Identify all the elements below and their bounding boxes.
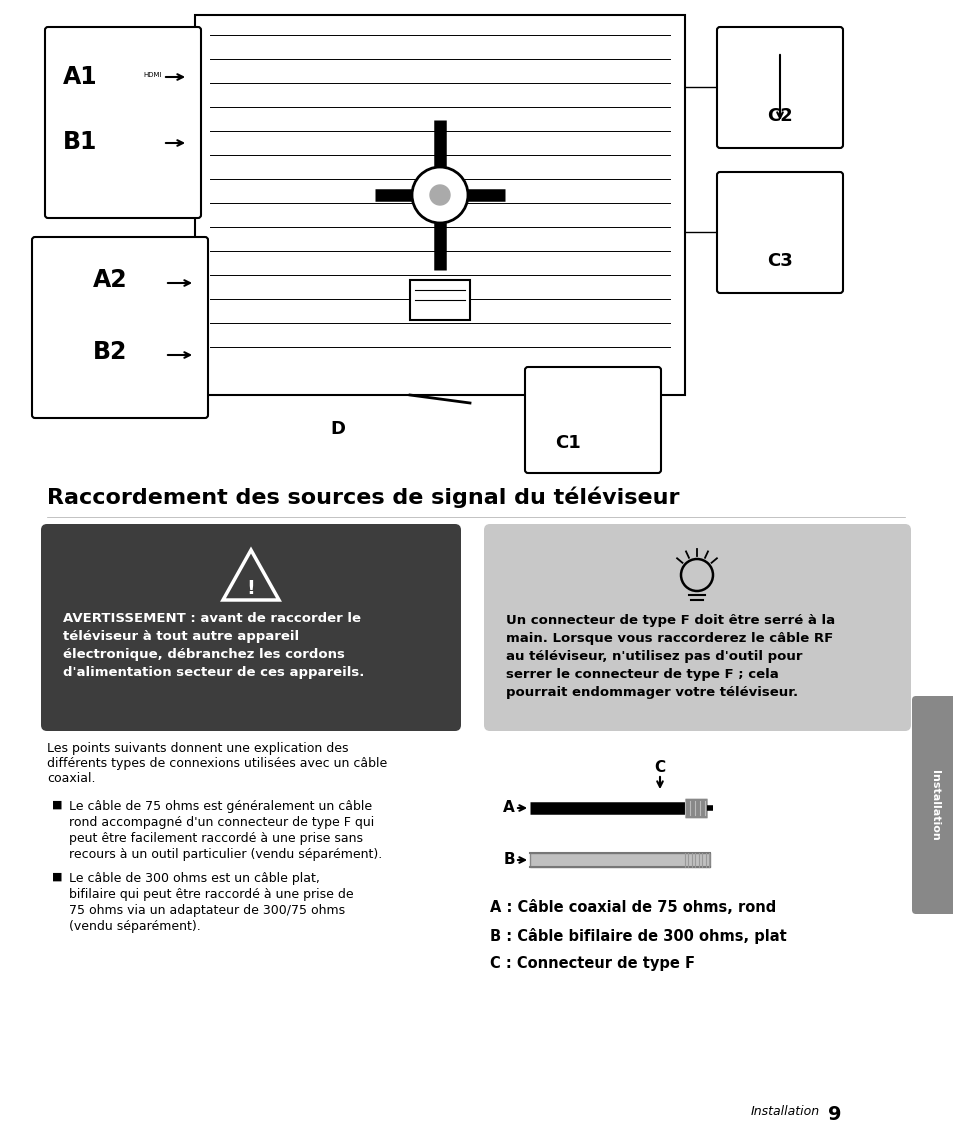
Text: (vendu séparément).: (vendu séparément).	[69, 920, 200, 933]
Text: B : Câble bifilaire de 300 ohms, plat: B : Câble bifilaire de 300 ohms, plat	[490, 928, 786, 944]
Text: au téléviseur, n'utilisez pas d'outil pour: au téléviseur, n'utilisez pas d'outil po…	[505, 650, 801, 663]
Text: C2: C2	[766, 107, 792, 125]
Text: A : Câble coaxial de 75 ohms, rond: A : Câble coaxial de 75 ohms, rond	[490, 900, 776, 915]
Text: B1: B1	[63, 130, 97, 154]
Text: rond accompagné d'un connecteur de type F qui: rond accompagné d'un connecteur de type …	[69, 816, 374, 829]
Text: C1: C1	[555, 433, 580, 451]
Text: peut être facilement raccordé à une prise sans: peut être facilement raccordé à une pris…	[69, 832, 363, 844]
Text: Raccordement des sources de signal du téléviseur: Raccordement des sources de signal du té…	[47, 487, 679, 509]
Text: différents types de connexions utilisées avec un câble: différents types de connexions utilisées…	[47, 757, 387, 770]
Text: Installation: Installation	[929, 769, 939, 840]
Text: Le câble de 75 ohms est généralement un câble: Le câble de 75 ohms est généralement un …	[69, 800, 372, 813]
FancyBboxPatch shape	[483, 524, 910, 731]
FancyBboxPatch shape	[194, 15, 684, 395]
Text: serrer le connecteur de type F ; cela: serrer le connecteur de type F ; cela	[505, 668, 778, 681]
Text: ■: ■	[52, 800, 63, 810]
FancyBboxPatch shape	[41, 524, 460, 731]
Text: C : Connecteur de type F: C : Connecteur de type F	[490, 956, 695, 971]
Text: C: C	[654, 760, 665, 775]
Circle shape	[430, 185, 450, 206]
FancyBboxPatch shape	[410, 280, 470, 320]
Text: A1: A1	[63, 65, 97, 89]
Text: ■: ■	[52, 871, 63, 882]
Text: téléviseur à tout autre appareil: téléviseur à tout autre appareil	[63, 630, 299, 643]
FancyBboxPatch shape	[717, 172, 842, 293]
Text: B: B	[503, 852, 515, 867]
Text: AVERTISSEMENT : avant de raccorder le: AVERTISSEMENT : avant de raccorder le	[63, 612, 360, 626]
Text: main. Lorsque vous raccorderez le câble RF: main. Lorsque vous raccorderez le câble …	[505, 632, 832, 645]
Text: D: D	[330, 420, 345, 438]
Text: !: !	[246, 578, 255, 597]
Text: pourrait endommager votre téléviseur.: pourrait endommager votre téléviseur.	[505, 686, 798, 699]
Text: 9: 9	[827, 1105, 841, 1123]
Text: recours à un outil particulier (vendu séparément).: recours à un outil particulier (vendu sé…	[69, 848, 382, 861]
Text: bifilaire qui peut être raccordé à une prise de: bifilaire qui peut être raccordé à une p…	[69, 888, 354, 901]
Text: électronique, débranchez les cordons: électronique, débranchez les cordons	[63, 648, 345, 661]
Text: d'alimentation secteur de ces appareils.: d'alimentation secteur de ces appareils.	[63, 666, 364, 679]
Text: HDMI: HDMI	[143, 72, 161, 77]
Text: coaxial.: coaxial.	[47, 772, 95, 785]
Text: 75 ohms via un adaptateur de 300/75 ohms: 75 ohms via un adaptateur de 300/75 ohms	[69, 904, 345, 917]
Text: Les points suivants donnent une explication des: Les points suivants donnent une explicat…	[47, 742, 348, 755]
FancyBboxPatch shape	[524, 367, 660, 473]
Text: Installation: Installation	[750, 1105, 820, 1119]
Text: C3: C3	[766, 252, 792, 270]
Text: B2: B2	[92, 340, 127, 364]
FancyBboxPatch shape	[911, 696, 953, 914]
Text: A2: A2	[92, 268, 127, 292]
FancyBboxPatch shape	[717, 27, 842, 148]
Text: A: A	[503, 801, 515, 815]
Circle shape	[412, 167, 468, 223]
Text: Un connecteur de type F doit être serré à la: Un connecteur de type F doit être serré …	[505, 614, 834, 627]
FancyBboxPatch shape	[45, 27, 201, 218]
FancyBboxPatch shape	[530, 853, 709, 867]
FancyBboxPatch shape	[32, 237, 208, 418]
Text: Le câble de 300 ohms est un câble plat,: Le câble de 300 ohms est un câble plat,	[69, 871, 319, 885]
